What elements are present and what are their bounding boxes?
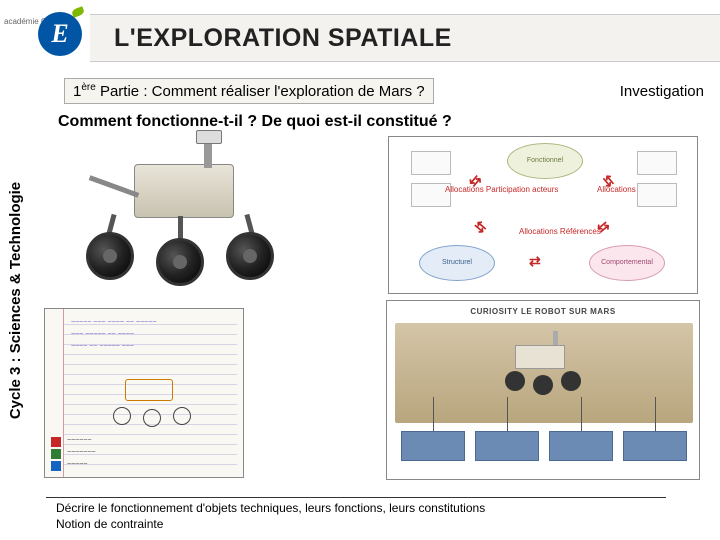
notebook-handwriting: ~~~~~ ~~~ ~~~~ ~~ ~~~~~ xyxy=(71,319,156,326)
bubble-structural: Structurel xyxy=(419,245,495,281)
curiosity-wheel xyxy=(533,375,553,395)
tag-label: Investigation xyxy=(620,83,704,100)
callout-box xyxy=(549,431,613,461)
notebook-rover-sketch xyxy=(95,369,205,429)
rover-arm-shape xyxy=(89,175,140,197)
header: académie Grenoble E L'EXPLORATION SPATIA… xyxy=(0,0,720,68)
curiosity-wheel xyxy=(505,371,525,391)
page-title: L'EXPLORATION SPATIALE xyxy=(114,24,452,53)
notebook-handwriting: ~~~~ ~~ ~~~~~ ~~~ xyxy=(71,343,134,350)
subtitle-row: 1ère Partie : Comment réaliser l'explora… xyxy=(64,78,708,104)
subtitle-ordinal-sup: ère xyxy=(81,82,95,93)
bubble-functional: Fonctionnel xyxy=(507,143,583,179)
content-area: Fonctionnel Structurel Comportemental ⇵ … xyxy=(44,136,710,486)
curiosity-body xyxy=(515,345,565,369)
diagram-node xyxy=(411,151,451,175)
curiosity-rover-shape xyxy=(497,331,587,399)
rover-wheel-icon xyxy=(226,232,274,280)
title-bar: L'EXPLORATION SPATIALE xyxy=(90,14,720,62)
diagram-node xyxy=(637,151,677,175)
subtitle-box: 1ère Partie : Comment réaliser l'explora… xyxy=(64,78,434,104)
rover-wheel-icon xyxy=(156,238,204,286)
sidebar-text: Cycle 3 : Sciences & Technologie xyxy=(8,181,25,418)
rover-illustration xyxy=(44,136,314,302)
footer-line-1: Décrire le fonctionnement d'objets techn… xyxy=(56,501,485,517)
footer-rule xyxy=(46,497,666,498)
notebook-margin xyxy=(63,309,64,478)
logo-letter: E xyxy=(51,19,68,49)
curiosity-wheel xyxy=(561,371,581,391)
rover-wheel-icon xyxy=(86,232,134,280)
system-diagram: Fonctionnel Structurel Comportemental ⇵ … xyxy=(388,136,698,294)
sketch-body xyxy=(125,379,173,401)
footer-line-2: Notion de contrainte xyxy=(56,517,485,533)
rover-head-shape xyxy=(196,130,222,144)
arrow-icon: ⇄ xyxy=(529,253,541,270)
arrow-icon: ⇵ xyxy=(471,218,492,238)
logo-leaf-icon xyxy=(71,6,85,18)
callout-box xyxy=(401,431,465,461)
callout-line xyxy=(507,397,508,431)
footer: Décrire le fonctionnement d'objets techn… xyxy=(56,501,485,532)
callout-line xyxy=(581,397,582,431)
subtitle-text: Partie : Comment réaliser l'exploration … xyxy=(96,83,425,100)
sidebar: Cycle 3 : Sciences & Technologie xyxy=(0,115,32,485)
sketch-wheel xyxy=(113,407,131,425)
callout-box xyxy=(623,431,687,461)
curiosity-panel: CURIOSITY LE ROBOT SUR MARS xyxy=(386,300,700,480)
logo-circle-icon: E xyxy=(38,12,82,56)
notebook-handwriting: ~~~~~~~ xyxy=(67,449,96,456)
question-heading: Comment fonctionne-t-il ? De quoi est-il… xyxy=(58,113,452,131)
bubble-behavioral: Comportemental xyxy=(589,245,665,281)
curiosity-title: CURIOSITY LE ROBOT SUR MARS xyxy=(387,307,699,316)
sketch-wheel xyxy=(173,407,191,425)
callout-box xyxy=(475,431,539,461)
callout-line xyxy=(655,397,656,431)
diagram-label: Allocations xyxy=(597,185,636,194)
color-key-green xyxy=(51,449,61,459)
rover-body-shape xyxy=(134,164,234,218)
notebook-handwriting: ~~~~~ xyxy=(67,461,87,468)
logo-area: académie Grenoble E xyxy=(0,0,90,68)
diagram-label: Allocations Références xyxy=(519,227,601,236)
diagram-node xyxy=(637,183,677,207)
notebook-sketch: ~~~~~ ~~~ ~~~~ ~~ ~~~~~ ~~~ ~~~~~ ~~ ~~~… xyxy=(44,308,244,478)
notebook-handwriting: ~~~~~~ xyxy=(67,437,92,444)
color-key-blue xyxy=(51,461,61,471)
callout-line xyxy=(433,397,434,431)
sketch-wheel xyxy=(143,409,161,427)
color-key-red xyxy=(51,437,61,447)
notebook-handwriting: ~~~ ~~~~~ ~~ ~~~~ xyxy=(71,331,134,338)
diagram-label: Allocations Participation acteurs xyxy=(445,185,558,194)
